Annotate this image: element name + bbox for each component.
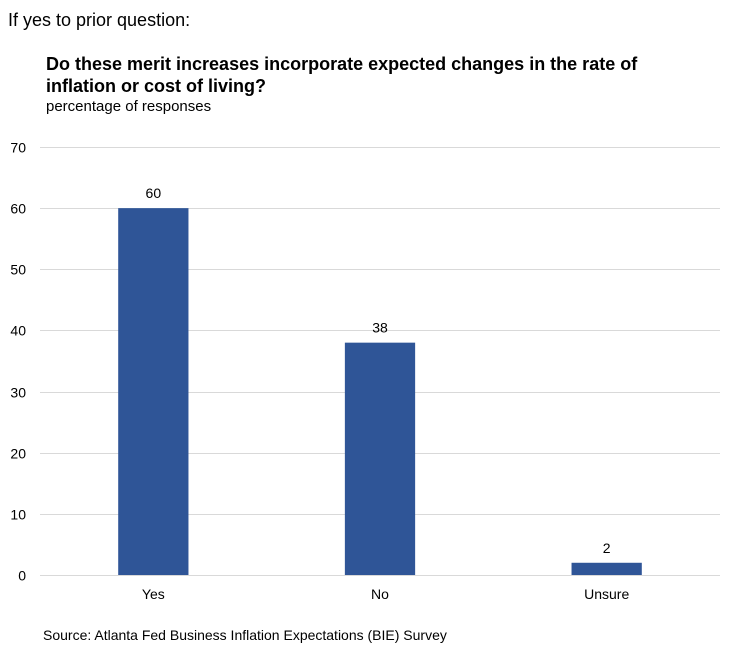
y-tick-label: 30 [10, 385, 26, 401]
bar-unsure [571, 562, 642, 575]
bar-yes [118, 208, 189, 575]
y-axis-tick-labels: 0 10 20 30 40 50 60 70 [10, 140, 26, 584]
bars [118, 208, 642, 575]
preheader-text: If yes to prior question: [8, 10, 191, 30]
y-tick-label: 50 [10, 262, 26, 278]
y-tick-label: 70 [10, 140, 26, 156]
y-tick-label: 20 [10, 446, 26, 462]
data-label-yes: 60 [146, 185, 162, 201]
source-note: Source: Atlanta Fed Business Inflation E… [43, 627, 447, 643]
y-tick-label: 60 [10, 201, 26, 217]
x-tick-label-yes: Yes [142, 586, 165, 602]
x-tick-label-no: No [371, 586, 389, 602]
y-tick-label: 10 [10, 507, 26, 523]
y-tick-label: 40 [10, 323, 26, 339]
x-axis-tick-labels: Yes No Unsure [142, 586, 630, 602]
data-label-no: 38 [372, 320, 388, 336]
data-labels: 60 38 2 [146, 185, 611, 556]
chart-subtitle: percentage of responses [46, 98, 212, 115]
y-tick-label: 0 [18, 568, 26, 584]
chart-title: Do these merit increases incorporate exp… [46, 54, 638, 96]
data-label-unsure: 2 [603, 540, 611, 556]
x-tick-label-unsure: Unsure [584, 586, 629, 602]
bar-no [344, 342, 416, 575]
